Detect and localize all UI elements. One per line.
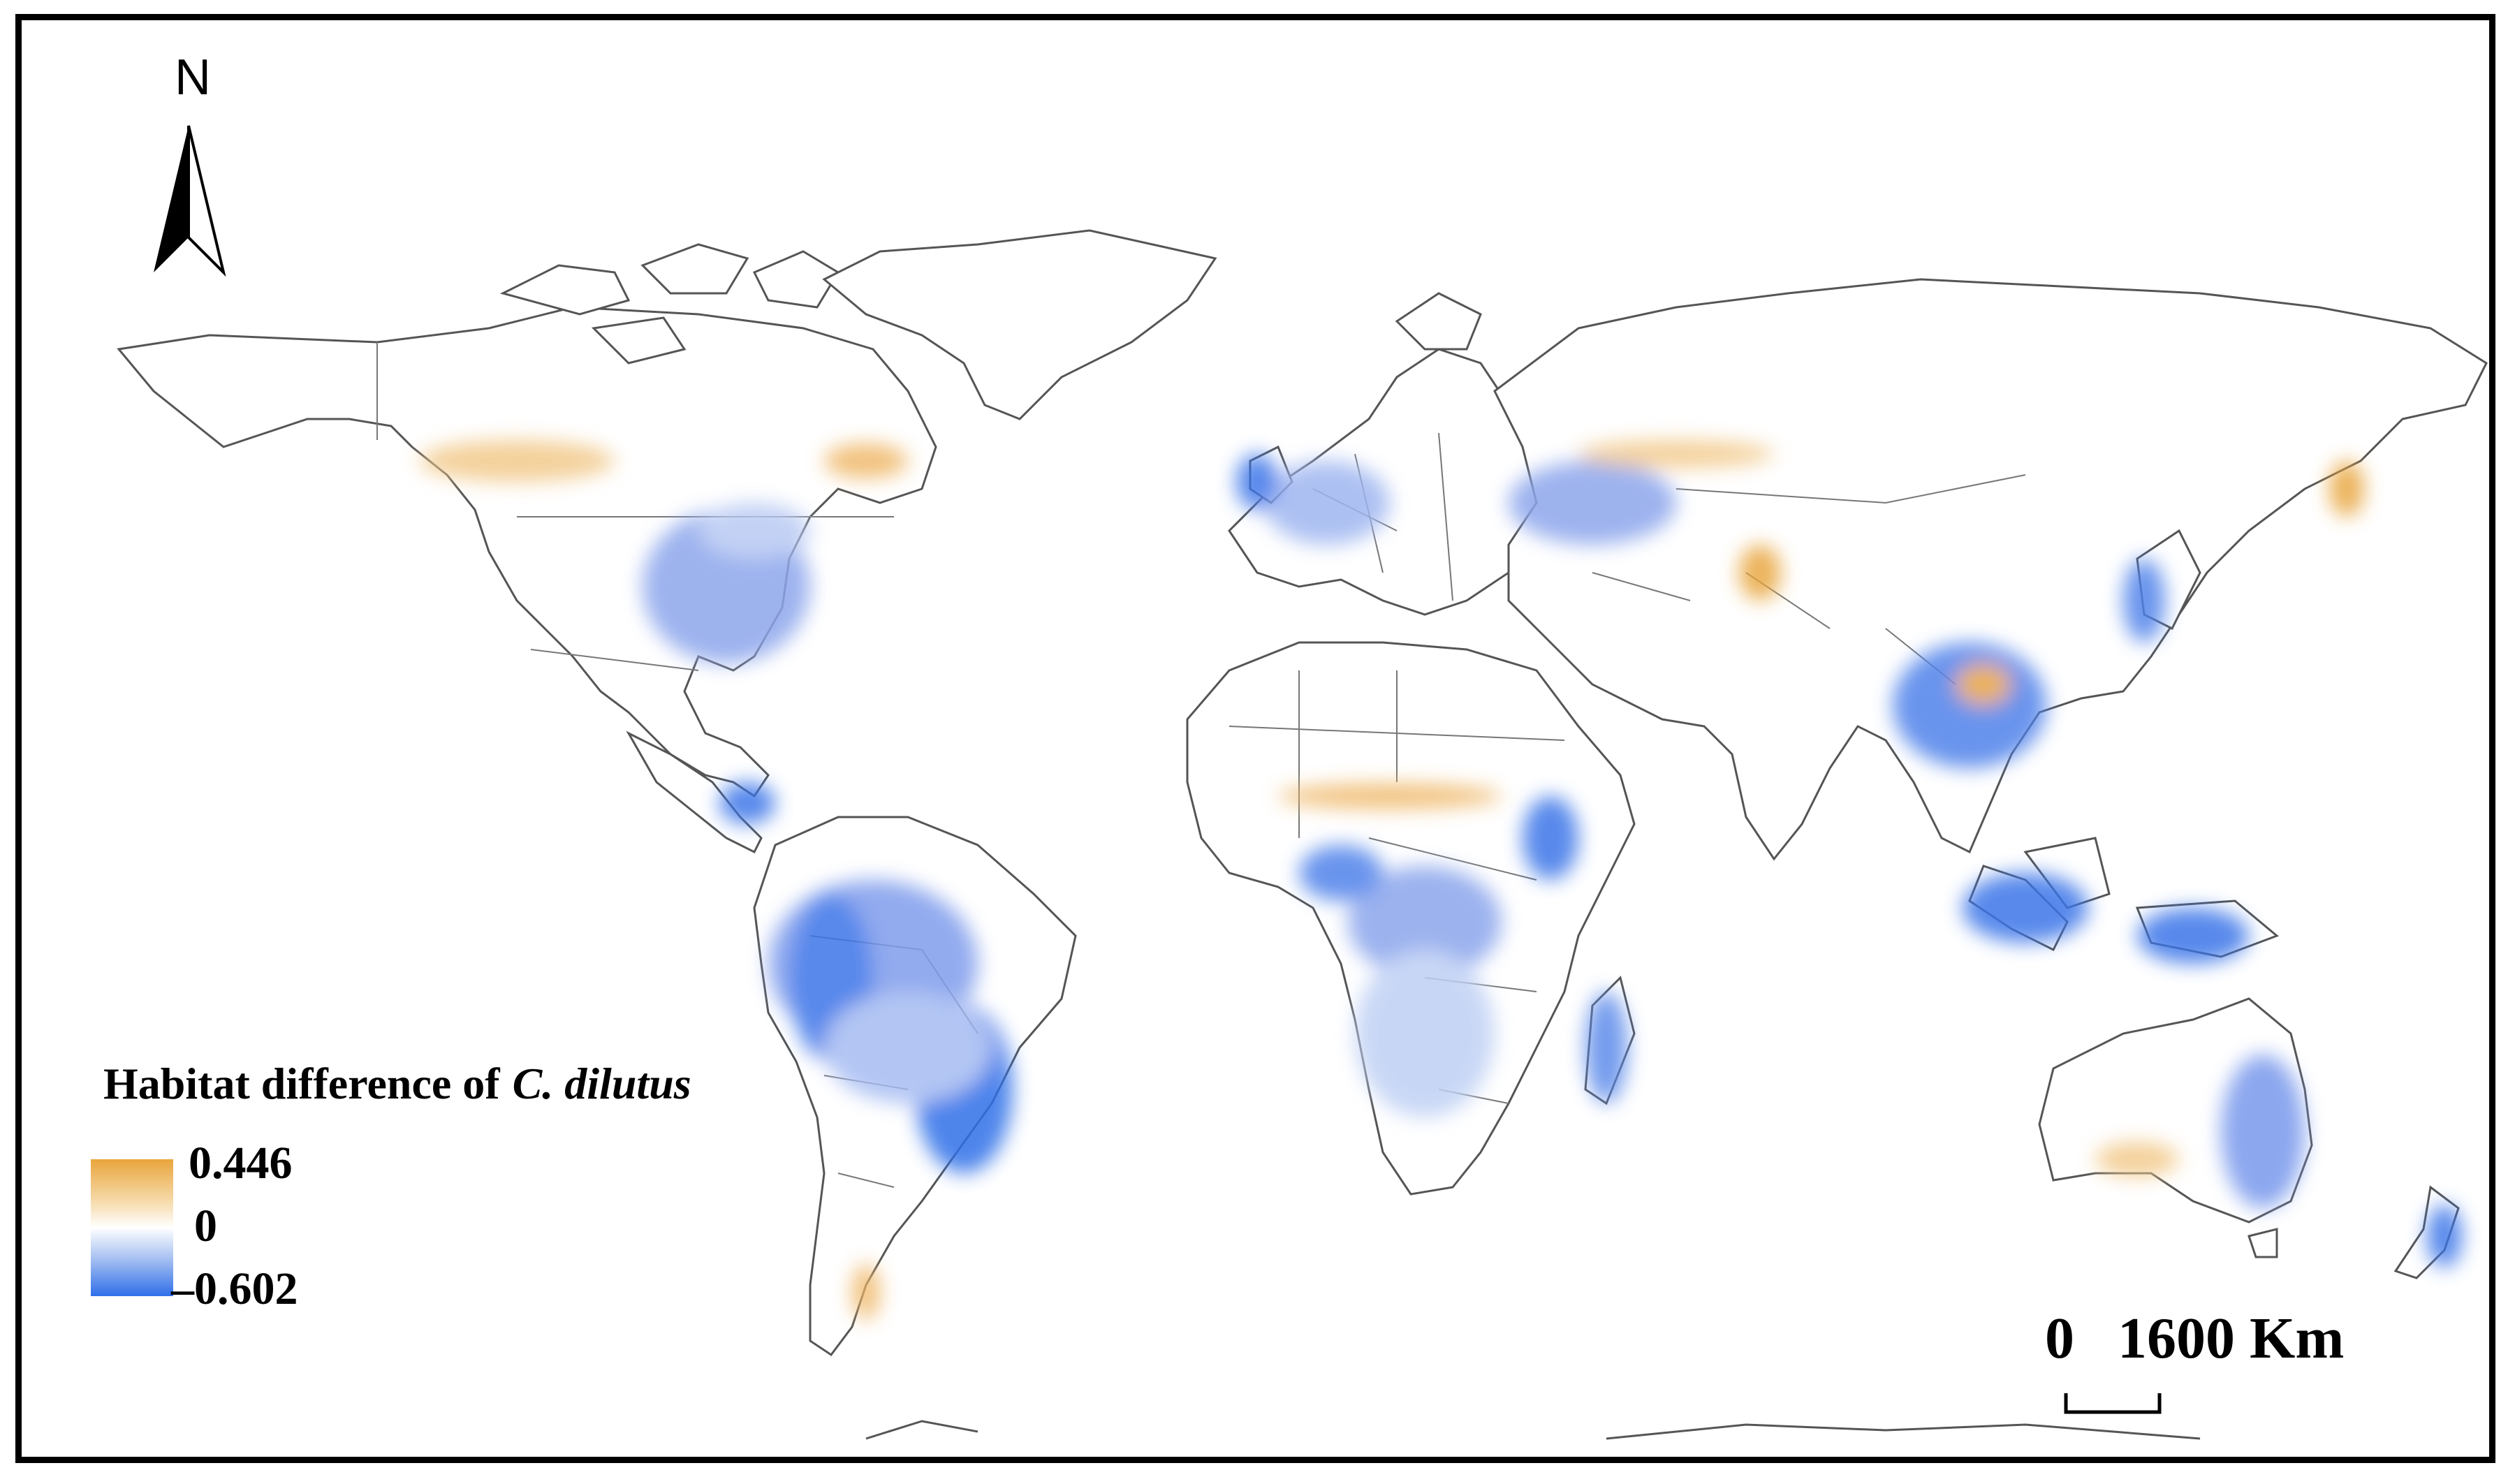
asia	[1493, 278, 2488, 958]
legend-title-prefix: Habitat difference of	[103, 1059, 500, 1108]
legend-title: Habitat difference of C. dilutus	[103, 1058, 691, 1110]
north-arrow-icon	[154, 125, 226, 277]
legend-color-ramp	[91, 1159, 173, 1296]
legend-max-label: 0.446	[189, 1138, 293, 1189]
scale-bar	[2064, 1393, 2162, 1414]
antarctica-edge	[865, 1420, 2201, 1440]
legend-mid-label: 0	[194, 1200, 217, 1251]
north-label: N	[175, 50, 211, 105]
legend-title-species: C. dilutus	[512, 1059, 691, 1108]
greenland	[822, 229, 1217, 420]
scale-start-label: 0	[2045, 1306, 2074, 1371]
scale-end-label: 1600 Km	[2118, 1306, 2345, 1371]
legend-min-label: –0.602	[171, 1263, 298, 1314]
north-america	[117, 243, 937, 854]
habitat-overlay	[419, 440, 2462, 1320]
